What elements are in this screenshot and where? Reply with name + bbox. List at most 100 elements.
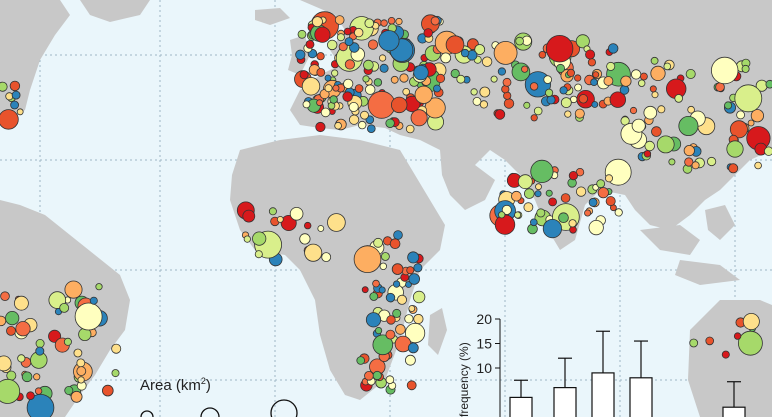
lake-marker: [591, 101, 599, 108]
lake-marker: [305, 40, 315, 49]
lake-marker: [385, 375, 395, 385]
lake-marker: [334, 121, 342, 130]
lake-marker: [578, 94, 589, 104]
legend-title-superscript: 2: [201, 376, 206, 386]
histogram-ylabel: frequency (%): [457, 342, 471, 417]
lake-marker: [332, 84, 340, 92]
lake-marker: [705, 336, 714, 346]
lake-marker: [380, 252, 390, 261]
lake-marker: [738, 330, 763, 356]
lake-marker: [440, 52, 452, 64]
lake-marker: [568, 219, 577, 228]
lake-marker: [423, 28, 433, 38]
lake-marker: [356, 356, 366, 365]
lake-marker: [559, 86, 568, 95]
lake-marker: [517, 174, 533, 190]
lake-marker: [493, 41, 518, 65]
lake-marker: [15, 321, 31, 337]
lake-marker: [378, 30, 400, 52]
lake-marker: [729, 120, 748, 139]
lake-marker: [523, 202, 534, 213]
lake-marker: [413, 64, 429, 81]
legend-size-medium: [200, 407, 220, 417]
lake-marker: [630, 69, 642, 80]
lake-marker: [59, 302, 70, 313]
lake-marker: [302, 100, 311, 109]
lake-marker: [76, 366, 87, 377]
lake-marker: [373, 237, 384, 248]
lake-marker: [741, 64, 750, 73]
lake-marker: [324, 84, 333, 93]
lake-marker: [564, 110, 572, 118]
lake-marker: [297, 29, 307, 39]
lake-marker: [331, 69, 339, 77]
lake-marker: [243, 235, 251, 243]
lake-marker: [242, 209, 256, 223]
lake-marker: [77, 376, 85, 384]
lake-marker: [546, 95, 556, 105]
lake-marker: [365, 84, 376, 95]
lake-marker: [575, 186, 587, 197]
lake-marker: [407, 342, 419, 354]
arabia-landmass: [440, 150, 495, 210]
lake-marker: [360, 110, 369, 120]
lake-marker: [585, 49, 596, 60]
lake-marker: [545, 35, 574, 63]
lake-marker: [74, 302, 103, 331]
lake-marker: [765, 79, 772, 89]
lake-marker: [650, 56, 659, 65]
lake-marker: [379, 63, 389, 73]
lake-marker: [385, 292, 396, 303]
lake-marker: [64, 280, 83, 299]
lake-marker: [387, 16, 396, 25]
lake-marker: [311, 16, 323, 28]
lake-marker: [674, 94, 683, 103]
lake-marker: [663, 62, 672, 71]
lake-marker: [406, 266, 415, 275]
lake-marker: [0, 291, 10, 302]
lake-marker: [13, 295, 29, 311]
lake-marker: [404, 322, 426, 344]
lake-marker: [367, 39, 379, 50]
lake-marker: [405, 124, 415, 134]
lake-marker: [365, 312, 382, 328]
lake-marker: [460, 48, 470, 58]
lake-marker: [6, 325, 16, 336]
lake-marker: [545, 189, 553, 197]
lake-marker: [543, 75, 552, 84]
lake-marker: [515, 36, 524, 46]
lake-marker: [605, 174, 614, 183]
lake-marker: [750, 109, 765, 123]
lake-marker: [316, 68, 326, 77]
lake-marker: [592, 71, 600, 78]
lake-marker: [538, 50, 547, 59]
lake-marker: [405, 281, 412, 288]
iceland-landmass: [255, 8, 290, 25]
lake-marker: [11, 90, 21, 100]
lake-marker: [558, 212, 569, 224]
lake-marker: [651, 126, 662, 137]
lake-marker: [511, 190, 522, 202]
histogram-bar: [553, 387, 577, 417]
lake-marker: [651, 91, 659, 99]
lake-marker: [329, 95, 338, 104]
lake-marker: [590, 78, 598, 86]
lake-marker: [26, 391, 35, 401]
histogram-bar: [591, 372, 615, 417]
lake-marker: [295, 49, 306, 60]
lake-marker: [597, 187, 609, 199]
lake-marker: [479, 86, 491, 98]
lake-marker: [502, 77, 512, 87]
lake-marker: [691, 161, 700, 170]
lake-marker: [474, 44, 486, 55]
lake-marker: [649, 85, 657, 93]
lake-marker: [358, 120, 367, 130]
lake-marker: [372, 334, 394, 356]
lake-marker: [17, 354, 26, 363]
lake-marker: [588, 197, 598, 207]
lake-marker: [0, 109, 19, 130]
lake-marker: [566, 68, 576, 78]
lake-marker: [95, 283, 103, 291]
lake-marker: [374, 326, 383, 335]
lake-marker: [5, 310, 20, 326]
